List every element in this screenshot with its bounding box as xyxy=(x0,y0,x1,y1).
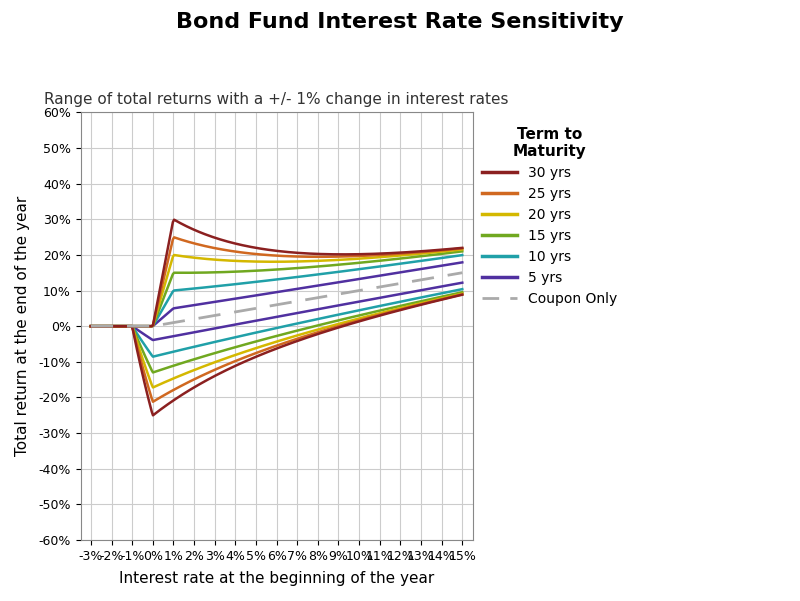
Title: Range of total returns with a +/- 1% change in interest rates: Range of total returns with a +/- 1% cha… xyxy=(44,92,509,107)
Text: Bond Fund Interest Rate Sensitivity: Bond Fund Interest Rate Sensitivity xyxy=(176,12,624,32)
Y-axis label: Total return at the end of the year: Total return at the end of the year xyxy=(15,196,30,456)
Legend: 30 yrs, 25 yrs, 20 yrs, 15 yrs, 10 yrs, 5 yrs, Coupon Only: 30 yrs, 25 yrs, 20 yrs, 15 yrs, 10 yrs, … xyxy=(477,121,622,311)
X-axis label: Interest rate at the beginning of the year: Interest rate at the beginning of the ye… xyxy=(119,571,434,586)
